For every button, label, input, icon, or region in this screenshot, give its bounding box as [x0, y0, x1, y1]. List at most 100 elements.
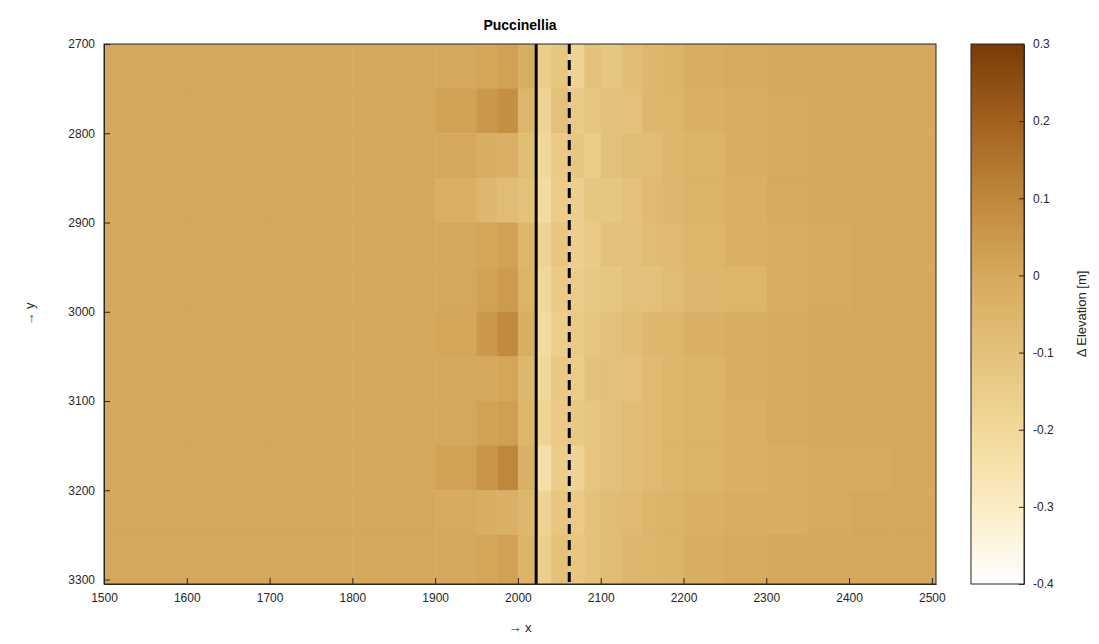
heatmap-cell — [518, 44, 535, 89]
tick: 2200 — [671, 578, 698, 605]
colorbar-axis: -0.4-0.3-0.2-0.100.10.20.3 — [1019, 37, 1054, 591]
heatmap-cell — [352, 490, 435, 535]
heatmap-cell — [725, 446, 767, 491]
plot-area — [104, 44, 936, 584]
tick-label: 1600 — [174, 591, 201, 605]
heatmap-cell — [270, 490, 353, 535]
heatmap-cell — [766, 44, 808, 89]
tick: -0.3 — [1019, 500, 1054, 514]
heatmap-cell — [584, 133, 601, 178]
tick-mark — [1019, 584, 1024, 585]
heatmap-cell — [725, 223, 767, 268]
tick-label: 1900 — [422, 591, 449, 605]
heatmap-cell — [435, 267, 477, 312]
tick-label: 0.2 — [1033, 114, 1050, 128]
heatmap-cell — [890, 133, 936, 178]
heatmap-cell — [352, 401, 435, 446]
tick-mark — [1019, 353, 1024, 354]
heatmap-cell — [663, 401, 684, 446]
heatmap-cell — [684, 312, 726, 357]
heatmap-cell — [104, 356, 187, 401]
heatmap-cell — [104, 401, 187, 446]
heatmap-cell — [663, 490, 684, 535]
heatmap-cell — [725, 401, 767, 446]
heatmap-cell — [497, 490, 518, 535]
heatmap-cell — [477, 535, 498, 584]
tick: -0.2 — [1019, 423, 1054, 437]
heatmap-cell — [808, 223, 850, 268]
heatmap-cell — [477, 312, 498, 357]
heatmap-cell — [270, 133, 353, 178]
heatmap-cell — [642, 267, 663, 312]
heatmap-cell — [551, 44, 568, 89]
heatmap-cell — [642, 133, 663, 178]
heatmap-cell — [518, 356, 535, 401]
heatmap-cell — [621, 356, 642, 401]
heatmap-cell — [270, 223, 353, 268]
heatmap-cell — [684, 446, 726, 491]
heatmap-cell — [435, 44, 477, 89]
tick-mark — [601, 578, 602, 584]
heatmap-cell — [684, 490, 726, 535]
heatmap-cell — [270, 356, 353, 401]
heatmap-cell — [849, 312, 891, 357]
tick-mark — [1019, 430, 1024, 431]
heatmap-cell — [684, 535, 726, 584]
heatmap-cell — [551, 446, 568, 491]
heatmap-cell — [663, 356, 684, 401]
tick-label: 0 — [1033, 269, 1040, 283]
heatmap-cell — [518, 401, 535, 446]
tick-label: 2400 — [836, 591, 863, 605]
heatmap-cell — [477, 490, 498, 535]
heatmap-cell — [497, 89, 518, 134]
tick-mark — [1019, 44, 1024, 45]
heatmap-cell — [584, 223, 601, 268]
heatmap-cell — [270, 89, 353, 134]
heatmap-cell — [551, 312, 568, 357]
heatmap-cell — [518, 312, 535, 357]
heatmap-cell — [684, 356, 726, 401]
heatmap-cell — [497, 446, 518, 491]
tick-mark — [435, 578, 436, 584]
axis-line — [1024, 45, 1025, 585]
heatmap-cell — [477, 267, 498, 312]
tick-label: 3100 — [68, 394, 95, 408]
heatmap-cell — [621, 267, 642, 312]
heatmap-cell — [270, 401, 353, 446]
heatmap-cell — [642, 535, 663, 584]
heatmap-cell — [642, 446, 663, 491]
heatmap-cell — [849, 401, 891, 446]
tick-mark — [849, 578, 850, 584]
heatmap-cell — [518, 535, 535, 584]
vertical-line — [535, 44, 538, 584]
tick-label: 3200 — [68, 484, 95, 498]
heatmap-cell — [518, 133, 535, 178]
heatmap-cell — [477, 356, 498, 401]
heatmap-cell — [621, 223, 642, 268]
heatmap-cell — [518, 267, 535, 312]
heatmap-cell — [601, 535, 622, 584]
heatmap-cell — [642, 223, 663, 268]
heatmap-cell — [187, 133, 270, 178]
heatmap-cell — [663, 133, 684, 178]
heatmap-cell — [663, 223, 684, 268]
heatmap-cell — [684, 267, 726, 312]
heatmap-cell — [497, 133, 518, 178]
heatmap-cell — [849, 89, 891, 134]
heatmap-cell — [187, 223, 270, 268]
tick-mark — [932, 578, 933, 584]
heatmap-cell — [766, 89, 808, 134]
tick: 0.2 — [1019, 114, 1050, 128]
tick: 2500 — [919, 578, 946, 605]
heatmap-cell — [684, 401, 726, 446]
heatmap-cell — [187, 312, 270, 357]
heatmap-cell — [352, 89, 435, 134]
heatmap-cell — [435, 178, 477, 223]
heatmap-cell — [849, 490, 891, 535]
tick-label: 2700 — [68, 37, 95, 51]
tick: 0 — [1019, 269, 1040, 283]
heatmap-cell — [601, 446, 622, 491]
heatmap-cell — [890, 89, 936, 134]
tick-label: -0.4 — [1033, 577, 1054, 591]
plot-background — [104, 44, 936, 584]
